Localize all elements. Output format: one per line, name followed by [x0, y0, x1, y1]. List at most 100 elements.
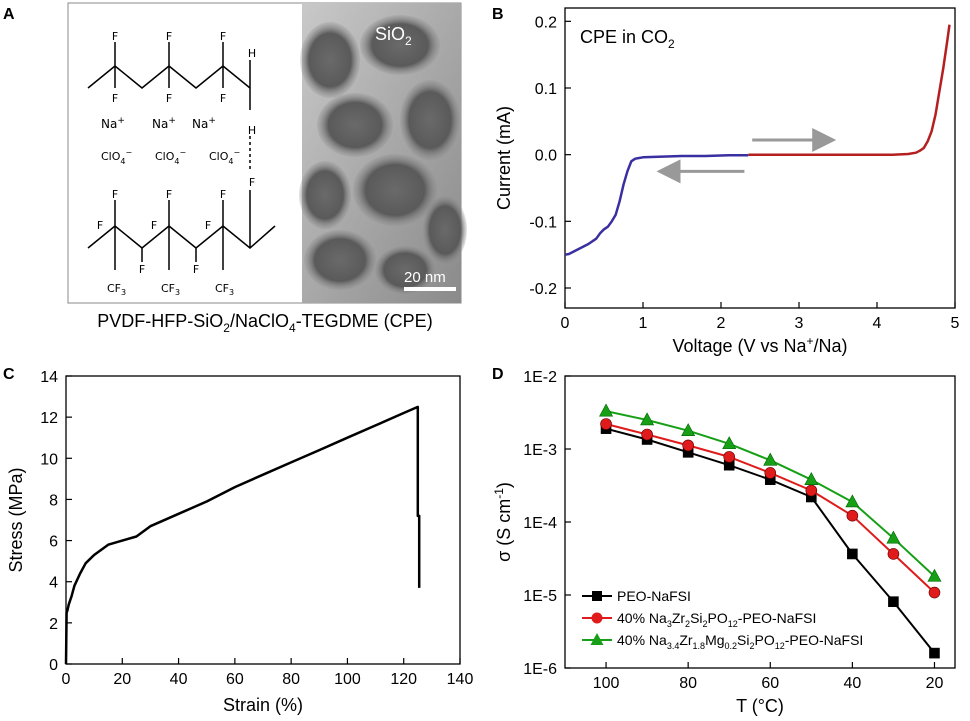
marker-circle: [805, 484, 818, 497]
y-tick-label: 8: [49, 492, 58, 509]
y-tick-label: 0: [49, 657, 58, 674]
pvdf-hfp-structure: [87, 42, 276, 270]
atom-f-b2-side-0: F: [97, 219, 103, 232]
ion-clo4-0: ClO4−: [101, 148, 132, 166]
x-axis-label: T (°C): [736, 696, 784, 716]
x-tick-label: 20: [926, 675, 944, 692]
y-axis-label: Stress (MPa): [6, 467, 26, 572]
marker-square: [888, 596, 899, 607]
x-tick-label: 1: [639, 315, 648, 332]
marker-triangle: [599, 403, 614, 417]
legend-marker-2: [590, 633, 604, 645]
x-tick-label: 5: [951, 315, 960, 332]
marker-triangle: [845, 494, 860, 508]
y-tick-label: 6: [49, 534, 58, 551]
atom-f-b2-bot-1: F: [193, 263, 199, 276]
x-tick-label: 80: [282, 671, 300, 688]
plot-frame: [564, 7, 956, 309]
series-line-0: [64, 405, 421, 665]
y-tick-label: -0.2: [529, 281, 557, 298]
legend-marker-1: [591, 612, 603, 624]
x-tick-label: 4: [873, 315, 882, 332]
marker-triangle: [927, 568, 942, 582]
atom-f-top-1: F: [166, 30, 172, 43]
x-tick-label: 2: [717, 315, 726, 332]
chart-conductivity: 100 80 60 40 20 1E-6 1E-5 1E-4 1E-3 1E-2 PEO-NaFSI…: [492, 369, 956, 716]
legend-label-1: 40% Na3Zr2Si2PO12-PEO-NaFSI: [617, 610, 816, 629]
panel-c: C 0 20 40 60 80 100 120 140 0 2 4 6 8 10 12 14 Strain (%…: [3, 366, 473, 715]
ion-clo4-2: ClO4−: [209, 148, 240, 166]
y-tick-label: 10: [40, 451, 58, 468]
group-cf3-0: CF3: [107, 282, 126, 297]
structure-atom-labels: F F F F F F H H F F F F F F F F F Na+ Na+ Na+ ClO4− ClO4− ClO4…: [97, 30, 256, 297]
y-axis-label: Current (mA): [494, 106, 514, 210]
x-tick-label: 140: [447, 671, 474, 688]
legend-label-0: PEO-NaFSI: [617, 588, 691, 604]
y-tick-label: 1E-2: [523, 369, 557, 386]
marker-triangle: [886, 530, 901, 544]
marker-circle: [600, 418, 612, 430]
atom-f-b2-top-1: F: [166, 188, 172, 201]
legend-marker-0: [592, 591, 602, 601]
atom-f-b2-top-2: F: [220, 188, 226, 201]
y-tick-label: 1E-5: [523, 588, 557, 605]
x-tick-label: 80: [679, 675, 697, 692]
atom-h-1: H: [248, 47, 256, 60]
y-tick-label: 1E-4: [523, 515, 557, 532]
x-tick-label: 60: [226, 671, 244, 688]
y-tick-label: 1E-6: [523, 661, 557, 678]
chart-voltammetry: 0 1 2 3 4 5 -0.2 -0.1 0.0 0.1 0.2 CPE in CO2 Voltage…: [494, 7, 960, 356]
y-tick-label: 14: [40, 369, 58, 386]
panel-label-c: C: [3, 366, 15, 383]
panel-a: A F F F F F F H H F F F F F F F F F Na+ Na+ Na+ ClO4− ClO4− Cl…: [3, 2, 467, 335]
atom-f-bot-0: F: [112, 92, 118, 105]
group-cf3-1: CF3: [161, 282, 180, 297]
x-tick-label: 100: [593, 675, 620, 692]
atom-f-bond: F: [249, 176, 255, 189]
x-axis-label: Voltage (V vs Na+/Na): [672, 334, 847, 356]
ion-na-0: Na+: [101, 116, 125, 131]
marker-circle: [928, 586, 941, 599]
tem-label-sio2: SiO2: [375, 24, 412, 48]
panel-b: B 0 1 2 3 4 5 -0.2 -0.1 0.0 0.1 0.2 CPE in CO2 Volta…: [492, 6, 960, 356]
series-line-1: [748, 24, 951, 156]
plot-frame: [65, 375, 461, 665]
series-line-0: [564, 154, 749, 256]
marker-circle: [887, 548, 900, 560]
marker-circle: [682, 439, 694, 452]
y-tick-label: 0.1: [535, 81, 557, 98]
x-tick-label: 0: [561, 315, 570, 332]
atom-f-b2-side-1: F: [151, 219, 157, 232]
panel-label-a: A: [3, 6, 15, 23]
atom-f-top-0: F: [112, 30, 118, 43]
atom-f-top-2: F: [220, 30, 226, 43]
y-tick-label: 2: [49, 616, 58, 633]
atom-f-bot-1: F: [166, 92, 172, 105]
legend-label-2: 40% Na3.4Zr1.8Mg0.2Si2PO12-PEO-NaFSI: [617, 632, 863, 651]
atom-f-b2-side-2: F: [205, 219, 211, 232]
marker-triangle: [722, 436, 737, 450]
panel-label-d: D: [492, 366, 504, 383]
marker-triangle: [804, 472, 819, 485]
ion-na-1: Na+: [152, 116, 176, 131]
x-axis-label: Strain (%): [223, 695, 303, 715]
marker-circle: [641, 428, 653, 441]
marker-triangle: [640, 412, 655, 426]
series-line-1: [605, 423, 936, 594]
atom-f-bot-2: F: [220, 92, 226, 105]
marker-square: [929, 647, 940, 659]
x-tick-label: 120: [390, 671, 417, 688]
y-tick-label: 12: [40, 410, 58, 427]
ion-clo4-1: ClO4−: [155, 148, 186, 166]
marker-triangle: [681, 423, 696, 437]
panel-label-b: B: [492, 6, 504, 23]
x-tick-label: 100: [334, 671, 361, 688]
x-tick-label: 40: [843, 675, 861, 692]
scale-bar: [404, 287, 456, 291]
marker-triangle: [763, 452, 778, 466]
group-cf3-2: CF3: [215, 282, 234, 297]
chart-title: CPE in CO2: [580, 27, 675, 51]
y-tick-label: 1E-3: [523, 442, 557, 459]
y-tick-label: -0.1: [529, 214, 557, 231]
